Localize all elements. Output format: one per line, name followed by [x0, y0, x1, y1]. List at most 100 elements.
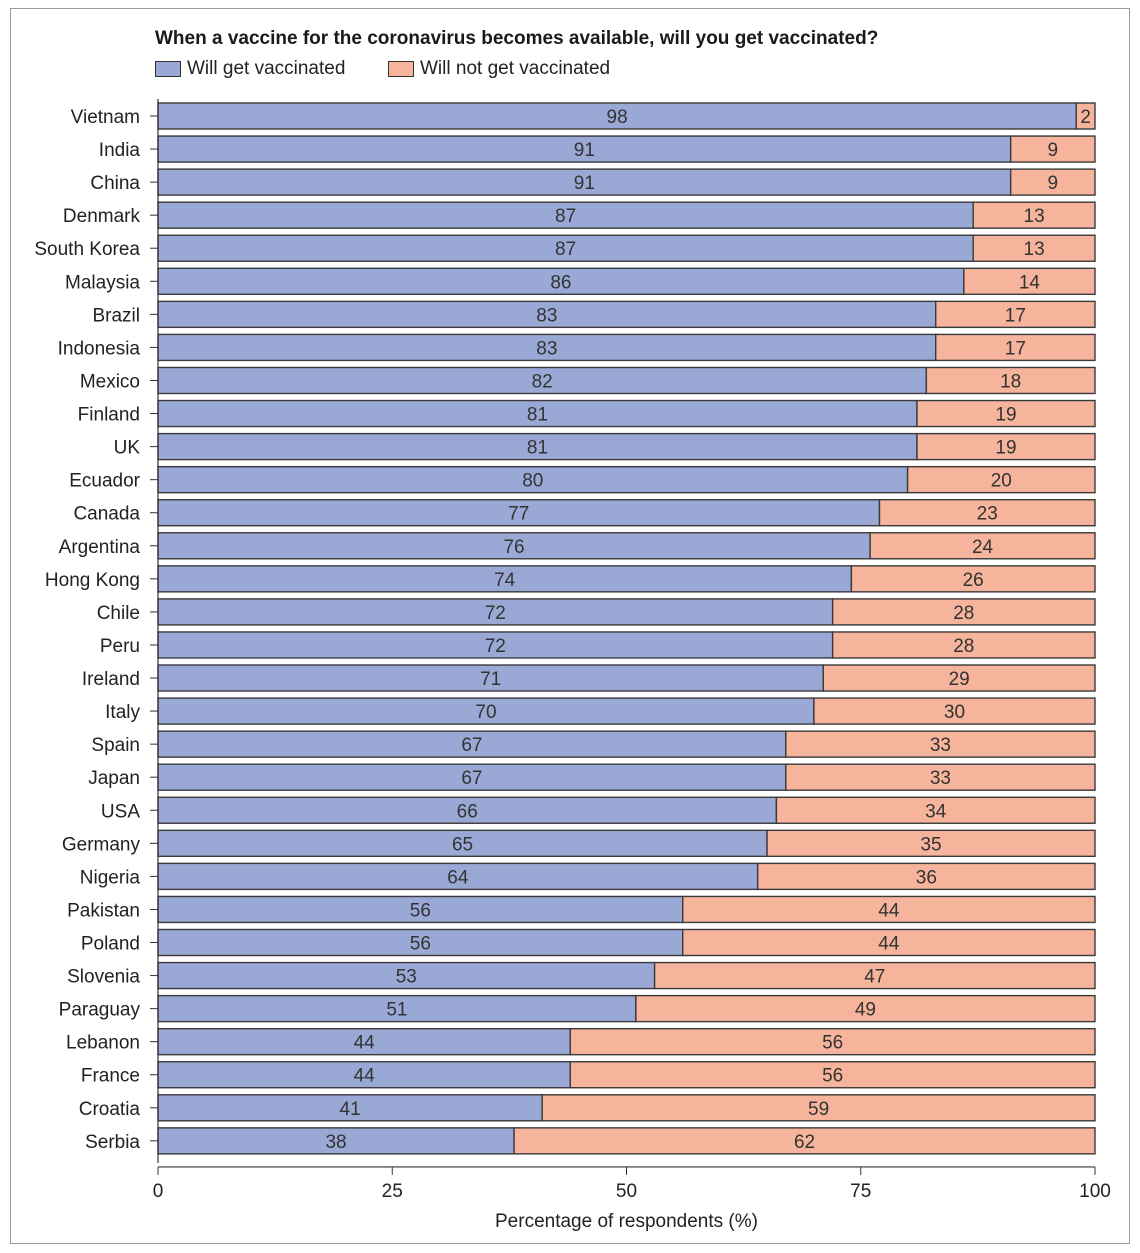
bar-lebanon-will-not-get	[569, 1027, 1096, 1056]
bar-usa-will-not-get	[775, 796, 1096, 824]
legend-item-will-not-get: Will not get vaccinated	[388, 58, 610, 80]
value-label-croatia-will-not-get: 59	[808, 1099, 829, 1120]
value-label-malaysia-will-not-get: 14	[1019, 272, 1041, 293]
bar-south-korea-will-get	[157, 234, 974, 262]
bar-spain-will-get	[157, 730, 787, 758]
bar-japan-will-get	[157, 763, 787, 791]
bar-uk-will-not-get	[916, 432, 1096, 461]
bar-france-will-get	[157, 1061, 571, 1089]
value-label-peru-will-not-get: 28	[953, 636, 974, 657]
bar-serbia-will-not-get	[513, 1127, 1096, 1155]
bar-lebanon-will-get	[157, 1027, 571, 1056]
value-label-ecuador-will-get: 80	[522, 471, 543, 492]
value-label-germany-will-not-get: 35	[920, 834, 941, 855]
bar-croatia-will-not-get	[541, 1094, 1096, 1122]
bar-pakistan-will-get	[157, 895, 684, 924]
value-label-malaysia-will-get: 86	[550, 272, 571, 293]
bar-brazil-will-not-get	[935, 300, 1096, 329]
bar-chile-will-not-get	[831, 598, 1096, 626]
value-label-serbia-will-get: 38	[325, 1132, 346, 1153]
category-label-hong-kong: Hong Kong	[45, 570, 140, 591]
bar-canada-will-not-get	[878, 499, 1096, 527]
value-label-finland-will-get: 81	[527, 405, 548, 426]
bar-ecuador-will-get	[157, 465, 909, 494]
value-label-argentina-will-not-get: 24	[972, 537, 994, 558]
value-label-uk-will-get: 81	[527, 438, 548, 459]
value-label-indonesia-will-not-get: 17	[1005, 338, 1026, 359]
legend-swatch-will-not-get	[388, 61, 414, 77]
value-label-mexico-will-not-get: 18	[1000, 371, 1021, 392]
value-label-pakistan-will-not-get: 44	[878, 900, 900, 921]
value-label-hong-kong-will-not-get: 26	[963, 570, 984, 591]
bar-finland-will-not-get	[916, 399, 1096, 428]
category-label-germany: Germany	[62, 834, 141, 855]
bar-malaysia-will-not-get	[963, 267, 1096, 295]
value-label-slovenia-will-not-get: 47	[864, 967, 885, 988]
category-label-paraguay: Paraguay	[59, 1000, 141, 1021]
category-label-mexico: Mexico	[80, 371, 140, 392]
value-label-poland-will-get: 56	[410, 934, 431, 955]
value-label-pakistan-will-get: 56	[410, 900, 431, 921]
bar-france-will-not-get	[569, 1061, 1096, 1089]
value-label-slovenia-will-get: 53	[396, 967, 417, 988]
category-label-peru: Peru	[100, 636, 140, 657]
category-label-brazil: Brazil	[92, 305, 140, 326]
value-label-italy-will-not-get: 30	[944, 702, 965, 723]
category-label-china: China	[90, 173, 140, 194]
category-label-vietnam: Vietnam	[71, 107, 140, 128]
value-label-china-will-not-get: 9	[1048, 173, 1059, 194]
value-label-indonesia-will-get: 83	[536, 338, 557, 359]
value-label-chile-will-not-get: 28	[953, 603, 974, 624]
value-label-nigeria-will-get: 64	[447, 867, 469, 888]
bar-usa-will-get	[157, 796, 778, 824]
value-label-croatia-will-get: 41	[340, 1099, 361, 1120]
category-label-south-korea: South Korea	[34, 239, 140, 260]
category-label-india: India	[99, 140, 141, 161]
value-label-france-will-not-get: 56	[822, 1066, 843, 1087]
bar-mexico-will-not-get	[925, 366, 1096, 395]
value-label-france-will-get: 44	[354, 1066, 376, 1087]
value-label-argentina-will-get: 76	[503, 537, 524, 558]
value-label-paraguay-will-get: 51	[386, 1000, 407, 1021]
bar-hong-kong-will-not-get	[850, 565, 1096, 593]
category-label-usa: USA	[101, 801, 140, 822]
bar-finland-will-get	[157, 399, 918, 428]
value-label-china-will-get: 91	[574, 173, 595, 194]
value-label-vietnam-will-get: 98	[607, 107, 628, 128]
value-label-serbia-will-not-get: 62	[794, 1132, 815, 1153]
value-label-denmark-will-get: 87	[555, 206, 576, 227]
category-label-japan: Japan	[88, 768, 140, 789]
bar-japan-will-not-get	[785, 763, 1096, 791]
legend-swatch-will-get	[155, 61, 181, 77]
bar-mexico-will-get	[157, 366, 928, 395]
bar-china-will-not-get	[1009, 168, 1096, 196]
value-label-paraguay-will-not-get: 49	[855, 1000, 876, 1021]
bar-indonesia-will-not-get	[935, 333, 1096, 362]
bar-serbia-will-get	[157, 1127, 515, 1155]
category-label-spain: Spain	[91, 735, 140, 756]
bar-paraguay-will-not-get	[635, 994, 1096, 1023]
value-label-brazil-will-not-get: 17	[1005, 305, 1026, 326]
value-label-south-korea-will-not-get: 13	[1024, 239, 1045, 260]
category-label-ecuador: Ecuador	[69, 471, 140, 492]
value-label-hong-kong-will-get: 74	[494, 570, 516, 591]
bar-south-korea-will-not-get	[972, 234, 1096, 262]
value-label-uk-will-not-get: 19	[995, 438, 1016, 459]
category-label-nigeria: Nigeria	[80, 867, 141, 888]
bar-slovenia-will-get	[157, 961, 656, 990]
x-tick-label-75: 75	[850, 1181, 871, 1202]
bar-nigeria-will-get	[157, 862, 759, 891]
bar-denmark-will-get	[157, 201, 974, 229]
value-label-usa-will-get: 66	[457, 801, 478, 822]
legend-item-will-get: Will get vaccinated	[155, 58, 345, 80]
value-label-lebanon-will-get: 44	[354, 1033, 376, 1054]
bar-peru-will-get	[157, 631, 834, 659]
bar-hong-kong-will-get	[157, 565, 853, 593]
category-label-croatia: Croatia	[79, 1099, 141, 1120]
bar-spain-will-not-get	[785, 730, 1096, 758]
x-axis-title: Percentage of respondents (%)	[495, 1211, 758, 1232]
value-label-italy-will-get: 70	[475, 702, 496, 723]
bar-poland-will-get	[157, 928, 684, 957]
x-tick-label-0: 0	[153, 1181, 164, 1202]
